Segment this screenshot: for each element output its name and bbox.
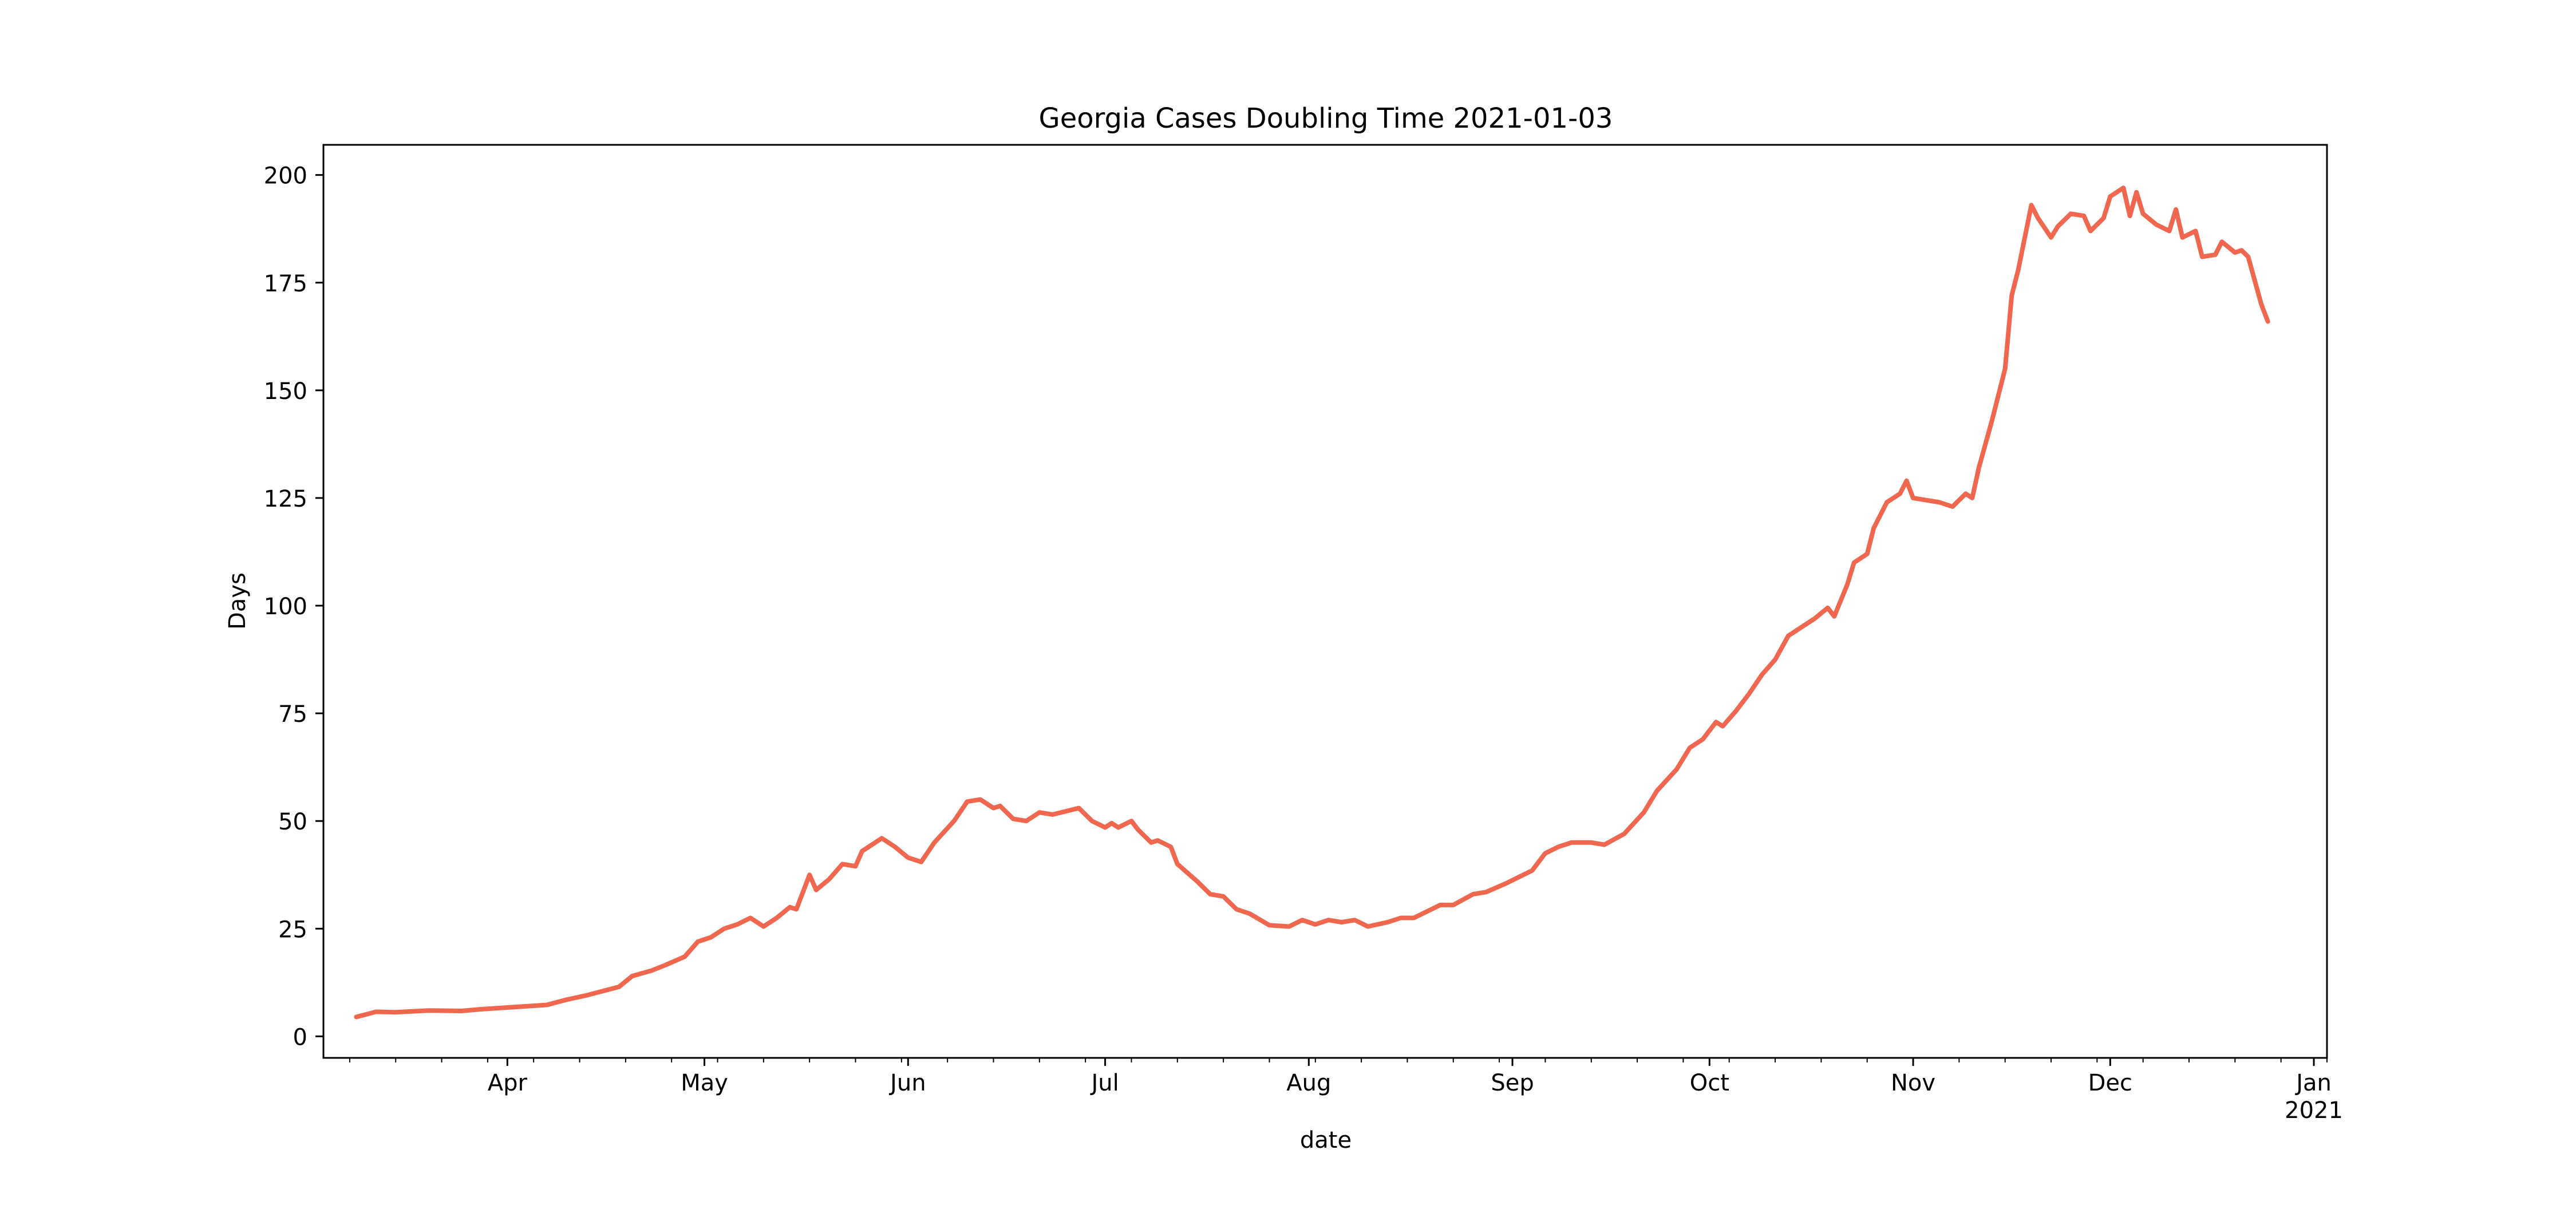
x-tick-label: Aug [1286, 1070, 1331, 1096]
x-axis-label: date [1300, 1127, 1352, 1153]
y-tick-label: 75 [278, 701, 307, 728]
x-tick-label: Oct [1690, 1070, 1729, 1096]
x-tick-sublabel: 2021 [2285, 1097, 2343, 1124]
x-tick-label: Sep [1491, 1070, 1534, 1096]
plot-area [322, 144, 2328, 1059]
y-axis: 0 25 50 75 100 125 150 175 200 [264, 163, 323, 1050]
y-tick-label: 100 [264, 594, 307, 620]
y-tick-label: 0 [293, 1024, 307, 1050]
series-group [354, 185, 2270, 1020]
y-tick-label: 125 [264, 486, 307, 512]
axes-frame [322, 144, 2328, 1059]
y-tick-label: 200 [264, 163, 307, 189]
x-tick-label: Apr [488, 1070, 528, 1096]
y-tick-label: 175 [264, 271, 307, 297]
y-axis-label: Days [224, 572, 251, 630]
x-tick-label: Dec [2088, 1070, 2132, 1096]
y-tick-label: 150 [264, 378, 307, 405]
x-tick-label: Jan [2294, 1070, 2332, 1096]
x-tick-label: Jun [888, 1070, 926, 1096]
y-tick-label: 50 [278, 809, 307, 835]
x-tick-label: Jul [1089, 1070, 1119, 1096]
x-tick-label: Nov [1891, 1070, 1935, 1096]
y-tick-label: 25 [278, 916, 307, 943]
chart-title: Georgia Cases Doubling Time 2021-01-03 [1039, 102, 1613, 135]
x-tick-label: May [681, 1070, 728, 1096]
series-line [354, 185, 2270, 1020]
